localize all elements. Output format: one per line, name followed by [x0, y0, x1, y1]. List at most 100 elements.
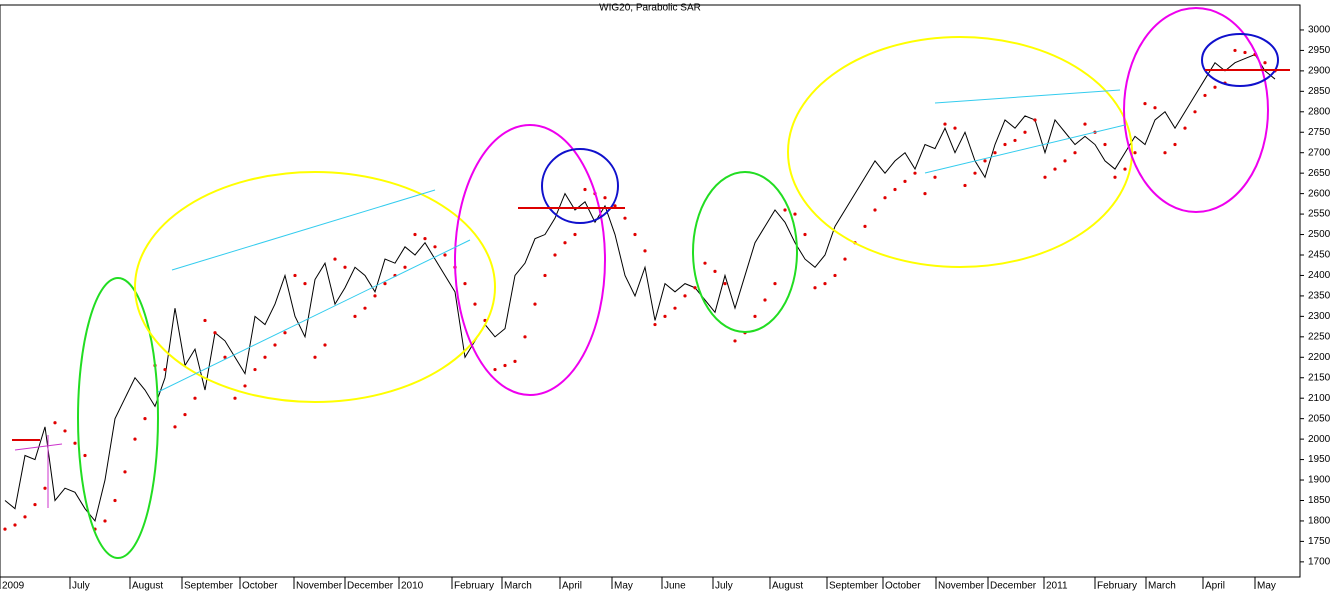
- y-tick-label: 2950: [1308, 45, 1331, 56]
- sar-dot: [943, 122, 947, 126]
- y-tick-label: 2450: [1308, 250, 1331, 261]
- sar-dot: [383, 282, 387, 286]
- sar-dot: [403, 265, 407, 269]
- sar-dot: [533, 302, 537, 306]
- sar-dot: [673, 306, 677, 310]
- sar-dot: [413, 232, 417, 237]
- sar-dot: [883, 196, 887, 200]
- trend-line: [14, 443, 63, 451]
- x-tick-label: April: [1205, 581, 1225, 592]
- sar-dot: [243, 384, 247, 388]
- sar-dot: [563, 241, 567, 245]
- sar-dot: [163, 367, 167, 372]
- y-tick-label: 1850: [1308, 495, 1331, 506]
- sar-dot: [1103, 142, 1107, 147]
- sar-dot: [1063, 159, 1067, 163]
- sar-dot: [33, 502, 37, 507]
- x-tick-label: 2011: [1046, 581, 1068, 592]
- sar-dot: [1213, 85, 1217, 89]
- x-tick-label: November: [938, 581, 985, 592]
- trend-line: [157, 239, 471, 393]
- y-tick-label: 2150: [1308, 372, 1331, 383]
- sar-dot: [173, 425, 177, 429]
- sar-dot: [1123, 167, 1127, 171]
- trend-line: [171, 189, 436, 271]
- y-tick-label: 2500: [1308, 229, 1331, 240]
- x-tick-label: September: [184, 581, 234, 592]
- sar-dot: [753, 314, 757, 318]
- sar-dot: [1053, 167, 1057, 171]
- sar-dot: [303, 282, 307, 286]
- sar-dot: [923, 192, 927, 196]
- plot-area: [3, 48, 1277, 531]
- sar-dot: [553, 253, 557, 257]
- sar-dot: [463, 282, 467, 286]
- x-tick-label: 2009: [2, 581, 25, 592]
- x-tick-label: August: [772, 581, 803, 592]
- sar-dot: [1183, 126, 1187, 130]
- plot-frame: [0, 4, 1301, 578]
- sar-dot: [873, 208, 877, 212]
- y-tick-label: 1700: [1308, 557, 1331, 568]
- sar-dot: [83, 453, 87, 458]
- sar-dot: [1003, 142, 1007, 147]
- sar-dot: [13, 523, 17, 527]
- sar-dot: [63, 429, 67, 433]
- sar-dot: [973, 171, 977, 175]
- sar-dot: [773, 282, 777, 286]
- y-tick-label: 2650: [1308, 168, 1331, 179]
- sar-dot: [1023, 130, 1027, 134]
- sar-dot: [543, 273, 547, 278]
- sar-dot: [813, 286, 817, 290]
- sar-dot: [993, 151, 997, 155]
- sar-dot: [683, 294, 687, 298]
- sar-dot: [103, 519, 107, 523]
- y-tick-label: 1750: [1308, 536, 1331, 547]
- sar-dot: [223, 355, 227, 359]
- y-tick-label: 2700: [1308, 147, 1331, 158]
- sar-dot: [143, 417, 147, 421]
- sar-dot: [633, 232, 637, 237]
- sar-dot: [903, 179, 907, 183]
- sar-dot: [603, 196, 607, 200]
- sar-dot: [863, 224, 867, 228]
- sar-dot: [3, 527, 7, 531]
- sar-dot: [503, 363, 507, 368]
- sar-dot: [733, 339, 737, 343]
- sar-dot: [263, 355, 267, 359]
- sar-dot: [1083, 122, 1087, 126]
- sar-dot: [613, 204, 617, 208]
- x-tick-label: August: [132, 581, 163, 592]
- ellipse: [787, 36, 1133, 268]
- sar-dot: [313, 355, 317, 359]
- x-tick-label: October: [885, 581, 921, 592]
- ellipse: [1201, 33, 1279, 87]
- x-tick-label: March: [1148, 581, 1176, 592]
- sar-dot: [213, 331, 217, 335]
- sar-dot: [193, 396, 197, 400]
- sar-dot: [933, 175, 937, 179]
- sar-dot: [953, 126, 957, 130]
- sar-dot: [423, 237, 427, 241]
- sar-dot: [913, 171, 917, 175]
- y-tick-label: 2000: [1308, 434, 1331, 445]
- y-tick-label: 2100: [1308, 393, 1331, 404]
- sar-dot: [643, 249, 647, 253]
- y-tick-label: 2900: [1308, 66, 1331, 77]
- sar-dot: [323, 343, 327, 347]
- sar-dot: [573, 232, 577, 237]
- ellipse: [1123, 7, 1269, 213]
- sar-dot: [73, 441, 77, 445]
- sar-dot: [23, 515, 27, 519]
- sar-dot: [233, 396, 237, 400]
- sar-dot: [703, 261, 707, 265]
- y-tick-label: 2550: [1308, 209, 1331, 220]
- sar-dot: [53, 421, 57, 425]
- y-tick-label: 2600: [1308, 188, 1331, 199]
- sar-dot: [1133, 151, 1137, 155]
- sar-dot: [43, 486, 47, 490]
- sar-dot: [623, 216, 627, 220]
- y-tick-label: 2800: [1308, 106, 1331, 117]
- ellipse: [692, 171, 798, 333]
- ellipse: [541, 148, 619, 224]
